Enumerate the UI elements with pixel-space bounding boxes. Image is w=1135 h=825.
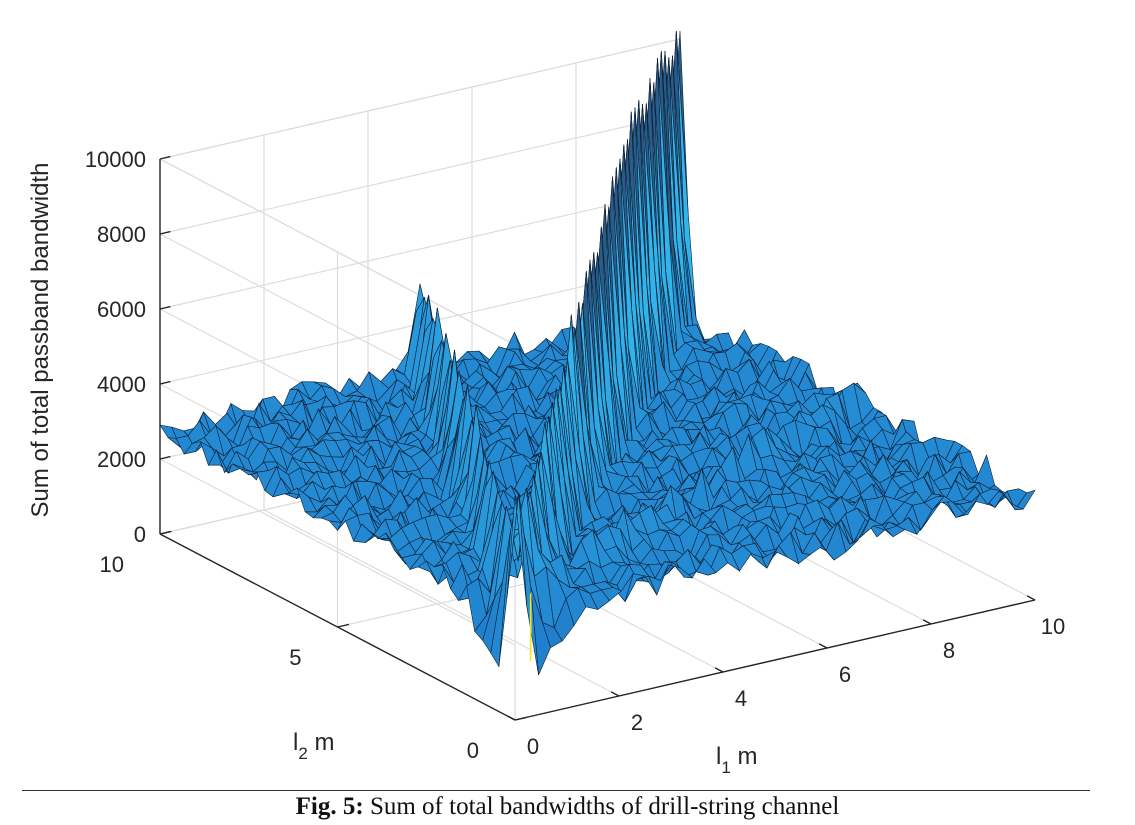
grid-line bbox=[159, 38, 681, 160]
surface-mesh bbox=[159, 30, 1036, 676]
x-tick-label: 6 bbox=[839, 662, 851, 687]
z-tick-mark bbox=[159, 155, 171, 160]
caption-text: Sum of total bandwidths of drill-string … bbox=[363, 793, 840, 820]
surface-cell bbox=[506, 493, 528, 607]
x-tick-label: 4 bbox=[735, 686, 747, 711]
y-tick-mark bbox=[514, 716, 527, 721]
surface-plot: 0 2 4 6 8 10 0 5 10 0 2000 4000 6000 8000 10000 Sum of… bbox=[27, 30, 1065, 777]
z-tick-mark bbox=[159, 455, 171, 460]
grid-line bbox=[159, 113, 681, 235]
axes bbox=[159, 155, 1036, 721]
figure-caption: Fig. 5: Sum of total bandwidths of drill… bbox=[0, 793, 1135, 821]
z-tick-mark bbox=[159, 530, 171, 535]
z-tick-mark bbox=[159, 380, 171, 385]
caption-divider bbox=[22, 790, 1090, 791]
grid-line bbox=[159, 188, 681, 310]
z-tick-mark bbox=[159, 230, 171, 235]
x-tick-mark bbox=[818, 643, 828, 649]
tick-labels: 0 2 4 6 8 10 0 5 10 0 2000 4000 6000 8000 10000 bbox=[85, 147, 1065, 763]
y-tick-label: 0 bbox=[467, 738, 479, 763]
z-tick-label: 4000 bbox=[97, 372, 146, 397]
x-tick-mark bbox=[506, 715, 516, 721]
z-tick-mark bbox=[159, 305, 171, 310]
y-tick-label: 10 bbox=[100, 552, 124, 577]
x-tick-mark bbox=[922, 619, 932, 625]
highlight-band bbox=[529, 591, 532, 663]
x-tick-mark bbox=[1026, 595, 1036, 601]
x-tick-label: 0 bbox=[527, 734, 539, 759]
x-tick-mark bbox=[714, 667, 724, 673]
z-tick-label: 0 bbox=[134, 522, 146, 547]
z-tick-label: 8000 bbox=[97, 222, 146, 247]
grid-line bbox=[159, 158, 516, 346]
x-tick-label: 10 bbox=[1041, 614, 1065, 639]
y-tick-label: 5 bbox=[289, 645, 301, 670]
y-axis-label: l2 m bbox=[293, 729, 334, 763]
z-tick-label: 2000 bbox=[97, 447, 146, 472]
z-tick-label: 6000 bbox=[97, 297, 146, 322]
x-tick-mark bbox=[610, 691, 620, 697]
caption-label: Fig. 5: bbox=[295, 793, 364, 820]
z-tick-label: 10000 bbox=[85, 147, 146, 172]
x-axis-line bbox=[514, 599, 1036, 721]
z-axis-label: Sum of total passband bandwidth bbox=[27, 163, 54, 518]
x-tick-label: 2 bbox=[631, 710, 643, 735]
x-tick-label: 8 bbox=[943, 638, 955, 663]
x-axis-label: l1 m bbox=[716, 743, 757, 777]
y-tick-mark bbox=[337, 623, 350, 628]
